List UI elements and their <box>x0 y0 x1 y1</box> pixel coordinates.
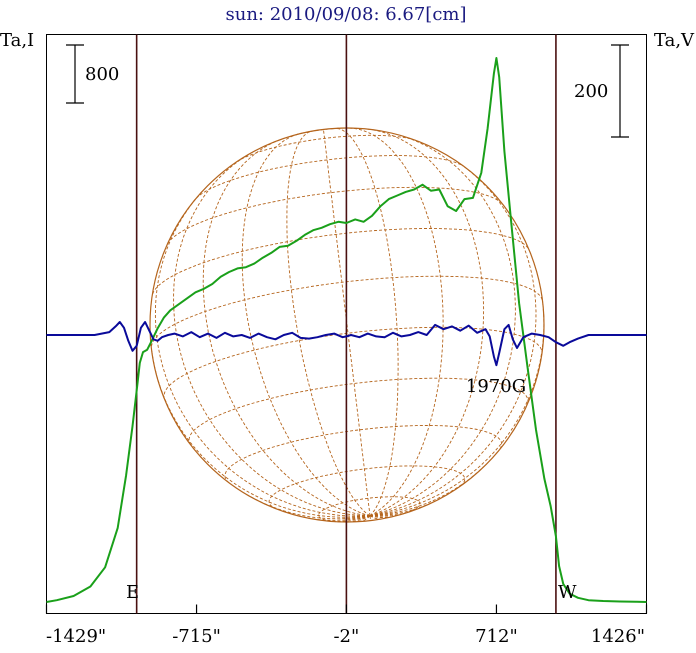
x-axis-ticks: -1429" -715" -2" 712" 1426" <box>45 604 648 647</box>
latitude-line <box>224 425 503 483</box>
longitude-line <box>369 135 516 517</box>
longitude-line <box>246 494 371 520</box>
x-tick-label: 712" <box>475 626 518 647</box>
solar-disk-grid <box>149 127 545 523</box>
left-scale-label: 800 <box>85 64 119 85</box>
longitude-line <box>369 512 407 517</box>
latitude-line <box>188 377 529 445</box>
longitude-line <box>369 515 372 521</box>
right-axis-label: Ta,V <box>654 30 695 51</box>
series-line-polarization <box>46 321 647 367</box>
longitude-line <box>241 133 371 517</box>
latitude-line <box>152 228 529 295</box>
longitude-line <box>286 131 371 517</box>
longitude-line <box>369 465 485 517</box>
longitude-line <box>202 138 371 517</box>
limb-label-west: W <box>558 582 577 603</box>
latitude-line <box>268 465 466 510</box>
longitude-line <box>154 190 371 517</box>
latitude-line <box>167 186 503 245</box>
longitude-line <box>348 127 444 517</box>
x-tick-label: -2" <box>333 626 359 647</box>
longitude-line <box>336 127 399 517</box>
longitude-line <box>350 515 371 523</box>
latitude-line <box>236 134 416 163</box>
chart-title: sun: 2010/09/08: 6.67[cm] <box>225 4 466 25</box>
series-layer <box>46 57 647 603</box>
longitude-line <box>369 515 382 520</box>
active-region-annotation: 1970G <box>466 376 526 397</box>
longitude-line <box>359 515 371 522</box>
longitude-line <box>369 160 537 517</box>
longitude-line <box>369 499 439 517</box>
right-scale-label: 200 <box>574 81 608 102</box>
x-tick-label: -1429" <box>46 626 106 647</box>
longitude-line <box>369 301 545 517</box>
x-tick-label: 1426" <box>591 626 645 647</box>
x-tick-label: -715" <box>172 626 221 647</box>
longitude-line <box>322 129 371 516</box>
longitude-line <box>334 515 371 522</box>
latitude-line <box>295 127 352 136</box>
right-scale-bar <box>611 44 629 138</box>
left-scale-bar <box>66 44 84 104</box>
limb-lines <box>135 34 557 614</box>
limb-label-east: E <box>126 582 139 603</box>
longitude-line <box>150 348 371 518</box>
longitude-line <box>366 128 485 517</box>
longitude-line <box>369 515 391 518</box>
latitude-line <box>195 155 464 199</box>
left-axis-label: Ta,I <box>0 30 34 51</box>
longitude-line <box>300 515 371 521</box>
longitude-line <box>173 154 371 517</box>
